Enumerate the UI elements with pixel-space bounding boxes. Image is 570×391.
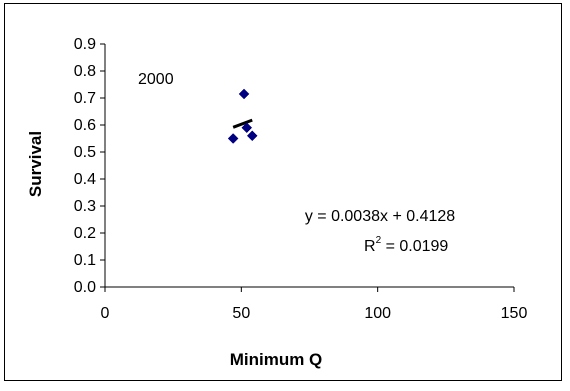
- y-tick-label: 0.3: [74, 198, 96, 215]
- plot-area: [104, 44, 514, 288]
- y-tick-label: 0.7: [74, 90, 96, 107]
- y-axis-title: Survival: [26, 131, 45, 197]
- x-tick-label: 100: [364, 305, 391, 322]
- x-tick-label: 50: [232, 305, 250, 322]
- x-axis-ticks: 0 50 100 150: [101, 287, 528, 322]
- data-points: [227, 88, 258, 144]
- year-annotation: 2000: [138, 71, 174, 88]
- scatter-chart: 0.0 0.1 0.2 0.3 0.4 0.5 0.6 0.7 0.8 0.9 0 50 100 150…: [26, 36, 528, 369]
- y-tick-label: 0.2: [74, 225, 96, 242]
- y-tick-label: 0.9: [74, 36, 96, 53]
- y-tick-label: 0.5: [74, 144, 96, 161]
- y-tick-label: 0.4: [74, 171, 96, 188]
- equation-annotation: y = 0.0038x + 0.4128: [305, 208, 455, 225]
- r-squared-annotation: R2 = 0.0199: [364, 235, 448, 255]
- data-point: [246, 130, 258, 142]
- y-axis-ticks: 0.0 0.1 0.2 0.3 0.4 0.5 0.6 0.7 0.8 0.9: [74, 36, 105, 296]
- data-point: [238, 88, 250, 100]
- data-point: [227, 133, 239, 144]
- x-tick-label: 150: [501, 305, 528, 322]
- x-tick-label: 0: [101, 305, 110, 322]
- y-tick-label: 0.8: [74, 63, 96, 80]
- y-tick-label: 0.1: [74, 252, 96, 269]
- y-tick-label: 0.0: [74, 279, 96, 296]
- chart-area: 0.0 0.1 0.2 0.3 0.4 0.5 0.6 0.7 0.8 0.9 0 50 100 150…: [4, 3, 562, 381]
- r2-value: = 0.0199: [381, 238, 448, 255]
- r2-prefix: R: [364, 238, 376, 255]
- r2-superscript: 2: [376, 235, 382, 246]
- x-axis-title: Minimum Q: [230, 350, 323, 369]
- y-tick-label: 0.6: [74, 117, 96, 134]
- trendline: [232, 118, 253, 129]
- data-point: [241, 122, 253, 134]
